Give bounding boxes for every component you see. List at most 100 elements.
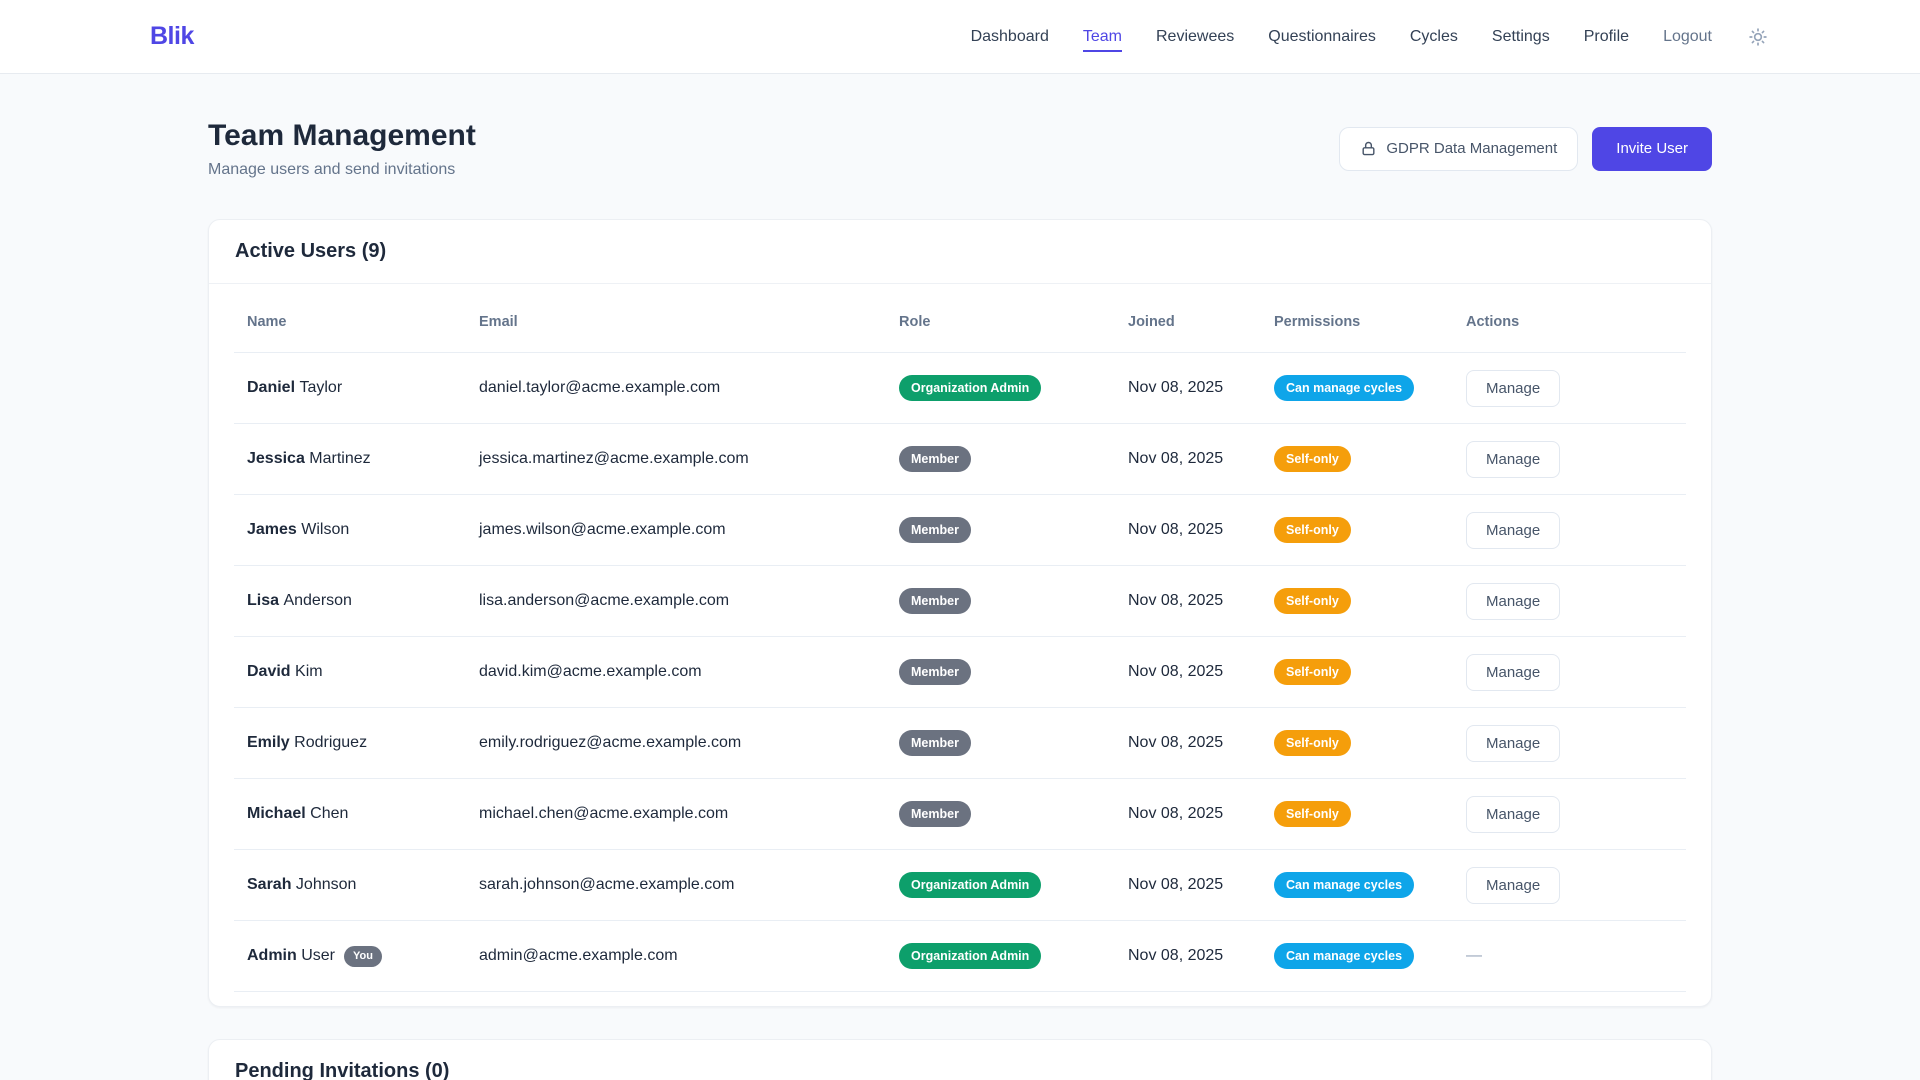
active-users-heading: Active Users (9) (235, 240, 387, 262)
manage-button[interactable]: Manage (1466, 582, 1561, 620)
nav-item-cycles[interactable]: Cycles (1409, 27, 1458, 45)
nav-item-dashboard[interactable]: Dashboard (970, 27, 1049, 45)
active-users-card: Active Users (9) Name Email Role Joined Perm… (208, 219, 1712, 1007)
permissions-cell: Self-only (1261, 800, 1453, 828)
main-content: Team Management Manage users and send in… (208, 118, 1712, 1080)
user-email: jessica.martinez@acme.example.com (479, 450, 749, 467)
permissions-cell: Self-only (1261, 516, 1453, 544)
actions-cell: Manage (1453, 440, 1686, 478)
role-badge: Member (899, 658, 971, 686)
permissions-cell: Can manage cycles (1261, 374, 1453, 402)
pending-invitations-heading: Pending Invitations (0) (235, 1060, 450, 1080)
permissions-cell: Can manage cycles (1261, 942, 1453, 970)
column-header-name: Name (247, 314, 287, 330)
role-badge: Organization Admin (899, 374, 1042, 402)
permission-badge: Self-only (1274, 658, 1351, 686)
role-badge: Member (899, 800, 971, 828)
actions-cell: Manage (1453, 653, 1686, 691)
user-email: admin@acme.example.com (479, 947, 678, 964)
user-email: lisa.anderson@acme.example.com (479, 592, 730, 609)
table-row: Lisa Anderson lisa.anderson@acme.example.… (234, 566, 1686, 637)
nav-item-team[interactable]: Team (1082, 22, 1122, 52)
table-row: Sarah Johnson sarah.johnson@acme.example.… (234, 850, 1686, 921)
table-row: Daniel Taylor daniel.taylor@acme.example.… (234, 353, 1686, 424)
joined-date: Nov 08, 2025 (1128, 379, 1224, 396)
manage-button[interactable]: Manage (1466, 795, 1561, 833)
manage-button[interactable]: Manage (1466, 653, 1561, 691)
role-badge: Member (899, 445, 971, 473)
page-subtitle: Manage users and send invitations (208, 161, 456, 178)
active-users-table: Name Email Role Joined Permissions Actions Da… (234, 284, 1686, 1006)
user-name: Emily Rodriguez (247, 734, 368, 751)
lock-icon (1360, 140, 1377, 157)
joined-date: Nov 08, 2025 (1128, 450, 1224, 467)
role-cell: Member (886, 587, 1115, 615)
user-email: michael.chen@acme.example.com (479, 805, 729, 822)
theme-toggle-button[interactable] (1746, 25, 1770, 49)
nav-item-questionnaires[interactable]: Questionnaires (1268, 27, 1376, 45)
role-badge: Member (899, 516, 971, 544)
table-body: Daniel Taylor daniel.taylor@acme.example.… (234, 353, 1686, 992)
permission-badge: Can manage cycles (1274, 374, 1415, 402)
actions-cell: Manage (1453, 724, 1686, 762)
nav-item-profile[interactable]: Profile (1583, 27, 1630, 45)
joined-date: Nov 08, 2025 (1128, 734, 1224, 751)
role-cell: Member (886, 445, 1115, 473)
nav-links: Dashboard Team Reviewees Questionnaires Cycl… (971, 22, 1770, 52)
table-row: Emily Rodriguez emily.rodriguez@acme.exam… (234, 708, 1686, 779)
permission-badge: Self-only (1274, 445, 1351, 473)
column-header-email: Email (479, 314, 518, 330)
user-name: James Wilson (247, 521, 350, 538)
column-header-actions: Actions (1466, 314, 1520, 330)
actions-cell: Manage (1453, 795, 1686, 833)
manage-button[interactable]: Manage (1466, 866, 1561, 904)
joined-date: Nov 08, 2025 (1128, 663, 1224, 680)
manage-button[interactable]: Manage (1466, 369, 1561, 407)
role-cell: Organization Admin (886, 871, 1115, 899)
table-row: Michael Chen michael.chen@acme.example.co… (234, 779, 1686, 850)
table-header-row: Name Email Role Joined Permissions Actions (234, 284, 1686, 353)
page-header-actions: GDPR Data Management Invite User (1339, 126, 1712, 171)
permission-badge: Self-only (1274, 587, 1351, 615)
permission-badge: Self-only (1274, 729, 1351, 757)
column-header-joined: Joined (1128, 314, 1175, 330)
no-action-dash: — (1466, 947, 1482, 964)
joined-date: Nov 08, 2025 (1128, 947, 1224, 964)
joined-date: Nov 08, 2025 (1128, 521, 1224, 538)
nav-item-settings[interactable]: Settings (1491, 27, 1550, 45)
role-cell: Member (886, 516, 1115, 544)
permissions-cell: Can manage cycles (1261, 871, 1453, 899)
role-cell: Organization Admin (886, 374, 1115, 402)
sun-icon (1748, 27, 1768, 47)
page-header-text: Team Management Manage users and send in… (208, 118, 476, 179)
role-badge: Organization Admin (899, 871, 1042, 899)
role-cell: Member (886, 800, 1115, 828)
brand-logo[interactable]: Blik (150, 22, 194, 50)
manage-button[interactable]: Manage (1466, 511, 1561, 549)
active-users-card-header: Active Users (9) (209, 220, 1711, 284)
invite-user-button[interactable]: Invite User (1592, 126, 1712, 171)
role-cell: Member (886, 729, 1115, 757)
user-name: Jessica Martinez (247, 450, 371, 467)
role-badge: Member (899, 729, 971, 757)
user-email: daniel.taylor@acme.example.com (479, 379, 721, 396)
role-badge: Organization Admin (899, 942, 1042, 970)
page-header: Team Management Manage users and send in… (208, 118, 1712, 179)
gdpr-button-label: GDPR Data Management (1386, 140, 1558, 157)
nav-item-reviewees[interactable]: Reviewees (1155, 27, 1235, 45)
joined-date: Nov 08, 2025 (1128, 592, 1224, 609)
table-row: James Wilson james.wilson@acme.example.co… (234, 495, 1686, 566)
pending-invitations-card: Pending Invitations (0) (208, 1039, 1712, 1080)
user-name: David Kim (247, 663, 323, 680)
user-name: Lisa Anderson (247, 592, 352, 609)
permission-badge: Can manage cycles (1274, 871, 1415, 899)
user-name: Daniel Taylor (247, 379, 343, 396)
navbar: Blik Dashboard Team Reviewees Questionnaire… (0, 0, 1920, 74)
gdpr-data-management-button[interactable]: GDPR Data Management (1339, 126, 1579, 171)
role-cell: Member (886, 658, 1115, 686)
manage-button[interactable]: Manage (1466, 724, 1561, 762)
manage-button[interactable]: Manage (1466, 440, 1561, 478)
logout-button[interactable]: Logout (1663, 27, 1712, 45)
permissions-cell: Self-only (1261, 445, 1453, 473)
permission-badge: Self-only (1274, 516, 1351, 544)
